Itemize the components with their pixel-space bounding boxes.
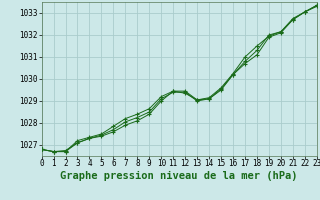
X-axis label: Graphe pression niveau de la mer (hPa): Graphe pression niveau de la mer (hPa) (60, 171, 298, 181)
